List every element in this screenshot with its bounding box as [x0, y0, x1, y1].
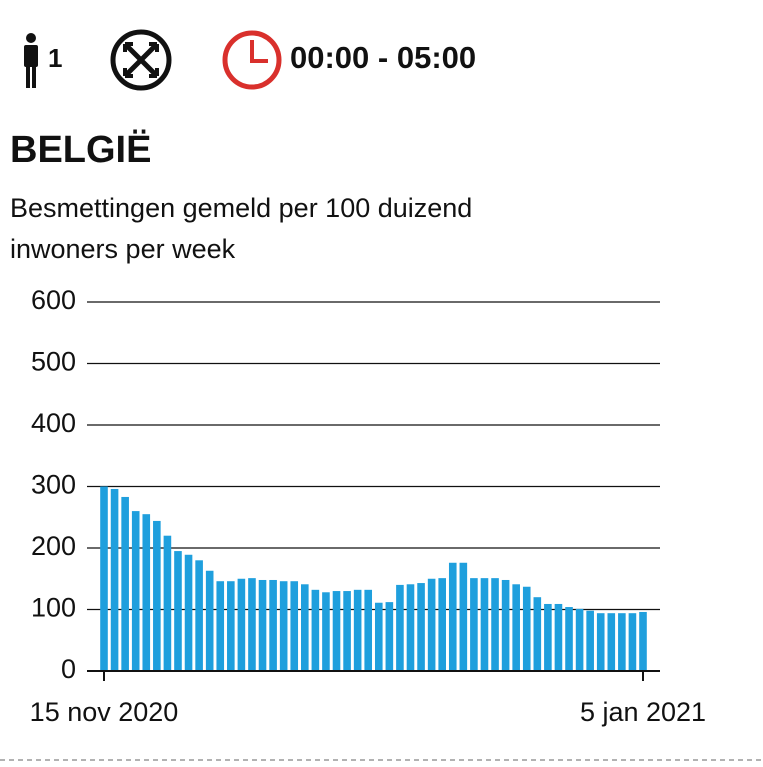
bar: [195, 560, 203, 671]
bar: [100, 486, 108, 671]
bar: [301, 584, 309, 671]
bar: [607, 613, 616, 671]
clock-icon: [222, 30, 282, 90]
y-tick-label: 400: [31, 408, 76, 438]
bar: [491, 578, 499, 671]
no-gathering-icon: [110, 29, 172, 91]
bar: [184, 554, 193, 671]
y-tick-label: 500: [31, 347, 76, 377]
bar: [459, 562, 468, 671]
bar: [364, 589, 373, 671]
bar: [163, 535, 172, 671]
bar: [121, 496, 129, 671]
bar: [596, 613, 605, 671]
bar: [269, 579, 277, 671]
bar: [110, 488, 119, 671]
bar: [438, 578, 446, 671]
bar: [311, 589, 320, 671]
bar: [353, 589, 362, 671]
bar: [248, 578, 256, 671]
bar: [406, 584, 415, 671]
bar: [279, 581, 288, 671]
bar: [131, 511, 140, 671]
bar: [396, 584, 404, 671]
bar: [343, 591, 351, 671]
bar: [448, 562, 457, 671]
bar: [385, 602, 394, 671]
y-tick-label: 0: [61, 654, 76, 684]
bar: [639, 611, 647, 671]
chart-title: BELGIË: [10, 128, 151, 171]
bar: [565, 607, 573, 671]
bar: [417, 583, 425, 671]
chart-subtitle: Besmettingen gemeld per 100 duizend: [10, 193, 472, 223]
x-tick-label: 5 jan 2021: [580, 697, 706, 727]
bar: [332, 591, 341, 671]
chart-subtitle: inwoners per week: [10, 234, 236, 264]
bar: [142, 514, 151, 671]
bar: [618, 613, 626, 671]
bar: [480, 578, 489, 671]
bar: [427, 578, 436, 671]
bar: [153, 520, 161, 671]
bar: [554, 603, 563, 671]
bar: [205, 570, 214, 671]
bar: [216, 581, 225, 671]
bar: [512, 584, 520, 671]
bar: [174, 551, 182, 671]
bar: [628, 613, 637, 671]
y-tick-label: 300: [31, 470, 76, 500]
bar: [586, 610, 594, 671]
bar: [501, 579, 510, 671]
bar: [374, 602, 383, 671]
person-icon: [24, 33, 38, 88]
bar: [258, 579, 267, 671]
persons-count: 1: [48, 43, 62, 73]
bar: [522, 586, 531, 671]
bar: [575, 608, 584, 671]
y-tick-label: 100: [31, 593, 76, 623]
x-tick-label: 15 nov 2020: [30, 697, 179, 727]
bar: [470, 578, 478, 671]
bar: [544, 603, 552, 671]
bar: [533, 597, 542, 671]
bar: [290, 581, 299, 671]
y-tick-label: 200: [31, 531, 76, 561]
bar: [227, 581, 235, 671]
bar: [237, 578, 246, 671]
y-tick-label: 600: [31, 285, 76, 315]
bar: [322, 592, 330, 671]
curfew-time: 00:00 - 05:00: [290, 40, 476, 75]
